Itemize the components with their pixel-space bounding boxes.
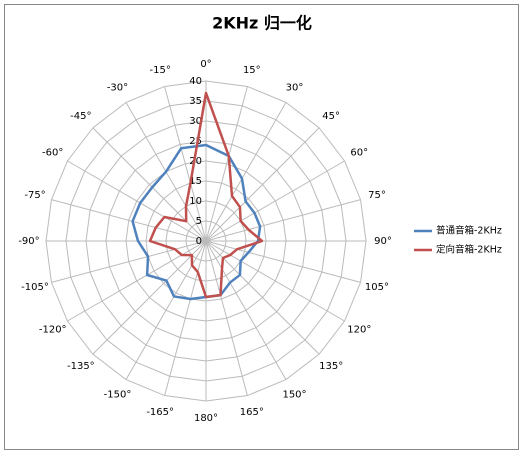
r-tick-label: 5 [196,216,202,227]
angle-label: -30° [107,83,128,94]
angle-label: -45° [70,111,91,122]
angle-label: -165° [146,407,174,418]
angle-label: 120° [347,325,371,336]
spoke [205,160,345,242]
spoke [164,240,207,396]
spoke [51,240,207,283]
angle-label: -90° [18,236,39,247]
legend-label: 普通音箱-2KHz [436,225,502,237]
angle-label: -60° [42,148,63,159]
r-tick-label: 40 [189,76,202,87]
series-line [148,91,264,299]
r-tick-label: 30 [189,116,202,127]
angle-label: 60° [350,148,368,159]
angle-label: 105° [365,282,389,293]
angle-label: -150° [104,389,132,400]
angle-label: -105° [21,282,49,293]
spoke [205,102,287,242]
spoke [205,86,248,242]
spoke [92,240,207,355]
spoke [205,240,248,396]
angle-label: 90° [374,236,392,247]
spoke [92,127,207,242]
spoke [205,199,361,242]
angle-label: 45° [322,111,340,122]
angle-label: -15° [150,65,171,76]
spoke [67,160,207,242]
angle-label: 165° [240,407,264,418]
spoke [205,240,287,380]
legend-label: 定向音箱-2KHz [436,244,502,256]
angle-label: 150° [282,389,306,400]
chart-title: 2KHz 归一化 [212,14,312,33]
r-tick-label: 35 [189,96,202,107]
spoke [205,240,320,355]
spoke [205,240,361,283]
chart-frame [4,4,519,450]
r-tick-label: 25 [189,136,202,147]
angle-label: -120° [39,325,67,336]
r-tick-label: 20 [189,156,202,167]
r-tick-label: 10 [189,196,202,207]
angle-label: 0° [200,59,211,70]
angle-label: 75° [368,190,386,201]
spoke [164,86,207,242]
angle-label: 135° [319,361,343,372]
angle-label: 30° [286,83,304,94]
angle-label: 180° [194,413,218,424]
angle-label: 15° [243,65,261,76]
spoke [205,127,320,242]
r-tick-label: 15 [189,176,202,187]
spoke [51,199,207,242]
angle-label: -75° [24,190,45,201]
r-tick-label: 0 [196,236,202,247]
angle-label: -135° [67,361,95,372]
